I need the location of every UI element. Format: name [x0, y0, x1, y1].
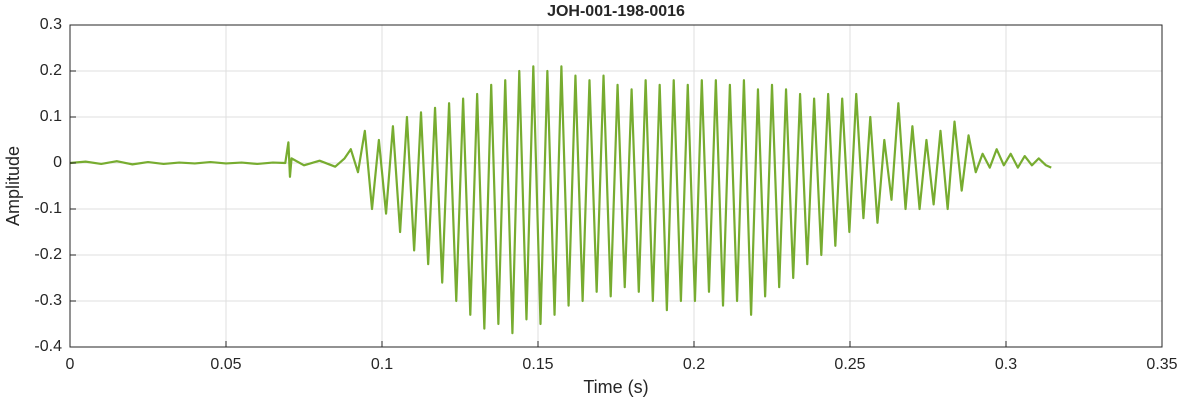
- x-tick-label: 0.15: [522, 356, 553, 373]
- y-axis-label: Amplitude: [3, 146, 23, 226]
- y-tick-label: 0: [53, 154, 62, 171]
- x-tick-label: 0.25: [834, 356, 865, 373]
- x-tick-label: 0.1: [371, 356, 393, 373]
- y-tick-label: 0.2: [40, 62, 62, 79]
- x-tick-label: 0.05: [210, 356, 241, 373]
- x-tick-label: 0: [66, 356, 75, 373]
- y-tick-label: -0.2: [34, 246, 62, 263]
- chart-title: JOH-001-198-0016: [547, 3, 685, 20]
- y-tick-label: -0.1: [34, 200, 62, 217]
- x-tick-label: 0.35: [1146, 356, 1177, 373]
- waveform: [69, 65, 1052, 335]
- x-tick-label: 0.3: [995, 356, 1017, 373]
- plot-area: [70, 25, 1162, 347]
- y-tick-label: -0.3: [34, 292, 62, 309]
- x-tick-label: 0.2: [683, 356, 705, 373]
- axes-box: [69, 24, 1163, 348]
- y-tick-label: 0.3: [40, 16, 62, 33]
- y-tick-label: 0.1: [40, 108, 62, 125]
- x-axis-label: Time (s): [583, 377, 648, 397]
- y-tick-label: -0.4: [34, 338, 62, 355]
